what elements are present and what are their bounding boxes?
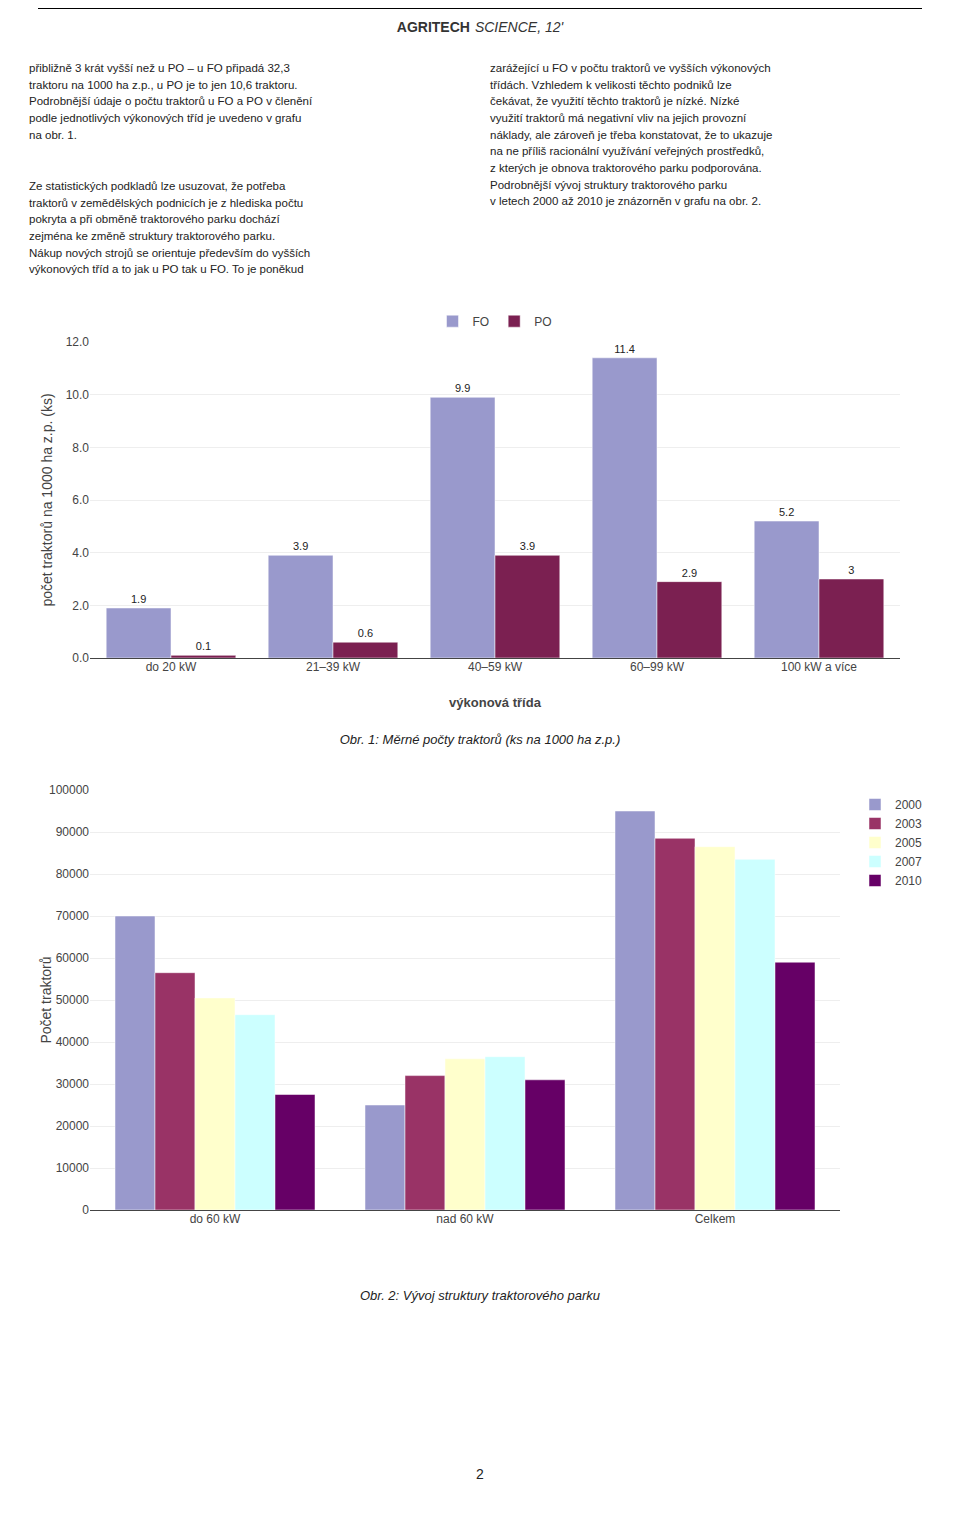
- svg-text:70000: 70000: [56, 909, 90, 923]
- svg-text:3: 3: [848, 564, 854, 576]
- html-text:2: 2: [476, 1466, 484, 1482]
- svg-text:2007: 2007: [895, 855, 922, 869]
- svg-text:2005: 2005: [895, 836, 922, 850]
- svg-text:12.0: 12.0: [66, 335, 90, 349]
- svg-text:2010: 2010: [895, 874, 922, 888]
- svg-text:4.0: 4.0: [72, 546, 89, 560]
- svg-text:do 60 kW: do 60 kW: [190, 1212, 241, 1226]
- svg-text:PO: PO: [534, 315, 551, 329]
- svg-text:6.0: 6.0: [72, 493, 89, 507]
- svg-text:60000: 60000: [56, 951, 90, 965]
- svg-text:60–99 kW: 60–99 kW: [630, 660, 685, 674]
- svg-text:10.0: 10.0: [66, 388, 90, 402]
- svg-text:21–39 kW: 21–39 kW: [306, 660, 361, 674]
- svg-text:1.9: 1.9: [131, 593, 146, 605]
- svg-text:FO: FO: [473, 315, 490, 329]
- svg-text:0: 0: [82, 1203, 89, 1217]
- svg-text:3.9: 3.9: [293, 540, 308, 552]
- svg-text:80000: 80000: [56, 867, 90, 881]
- svg-text:50000: 50000: [56, 993, 90, 1007]
- svg-text:0.0: 0.0: [72, 651, 89, 665]
- svg-text:0.1: 0.1: [196, 640, 211, 652]
- html-text:AGRITECH SCIENCE, 12': AGRITECH SCIENCE, 12': [396, 19, 564, 35]
- svg-text:2000: 2000: [895, 798, 922, 812]
- svg-text:počet traktorů na 1000 ha z.p.: počet traktorů na 1000 ha z.p. (ks): [39, 393, 55, 606]
- svg-text:30000: 30000: [56, 1077, 90, 1091]
- svg-text:9.9: 9.9: [455, 382, 470, 394]
- html-text:zarážející u FO v počtu trakto: zarážející u FO v počtu traktorů ve vyšš…: [490, 62, 773, 208]
- svg-text:40–59 kW: 40–59 kW: [468, 660, 523, 674]
- html-text:Obr. 2: Vývoj struktury trakto: Obr. 2: Vývoj struktury traktorového par…: [359, 1288, 601, 1303]
- svg-text:90000: 90000: [56, 825, 90, 839]
- svg-text:20000: 20000: [56, 1119, 90, 1133]
- svg-text:100 kW a více: 100 kW a více: [781, 660, 857, 674]
- svg-text:11.4: 11.4: [614, 343, 635, 355]
- svg-text:100000: 100000: [49, 783, 89, 797]
- svg-text:10000: 10000: [56, 1161, 90, 1175]
- svg-text:nad 60 kW: nad 60 kW: [436, 1212, 494, 1226]
- svg-text:výkonová třída: výkonová třída: [449, 695, 542, 710]
- svg-text:8.0: 8.0: [72, 441, 89, 455]
- svg-text:do 20 kW: do 20 kW: [146, 660, 197, 674]
- svg-text:2.0: 2.0: [72, 599, 89, 613]
- html-text:Obr. 1: Měrné počty traktorů (: Obr. 1: Měrné počty traktorů (ks na 1000…: [339, 732, 621, 747]
- svg-text:0.6: 0.6: [358, 627, 373, 639]
- svg-text:Počet traktorů: Počet traktorů: [38, 956, 54, 1043]
- svg-text:40000: 40000: [56, 1035, 90, 1049]
- html-text:přibližně 3 krát vyšší než u P: přibližně 3 krát vyšší než u PO – u FO p…: [29, 62, 313, 141]
- html-text:Ze statistických podkladů lze: Ze statistických podkladů lze usuzovat, …: [29, 180, 311, 276]
- svg-text:5.2: 5.2: [779, 506, 794, 518]
- svg-text:Celkem: Celkem: [695, 1212, 736, 1226]
- svg-text:2003: 2003: [895, 817, 922, 831]
- svg-text:3.9: 3.9: [520, 540, 535, 552]
- svg-text:2.9: 2.9: [682, 567, 697, 579]
